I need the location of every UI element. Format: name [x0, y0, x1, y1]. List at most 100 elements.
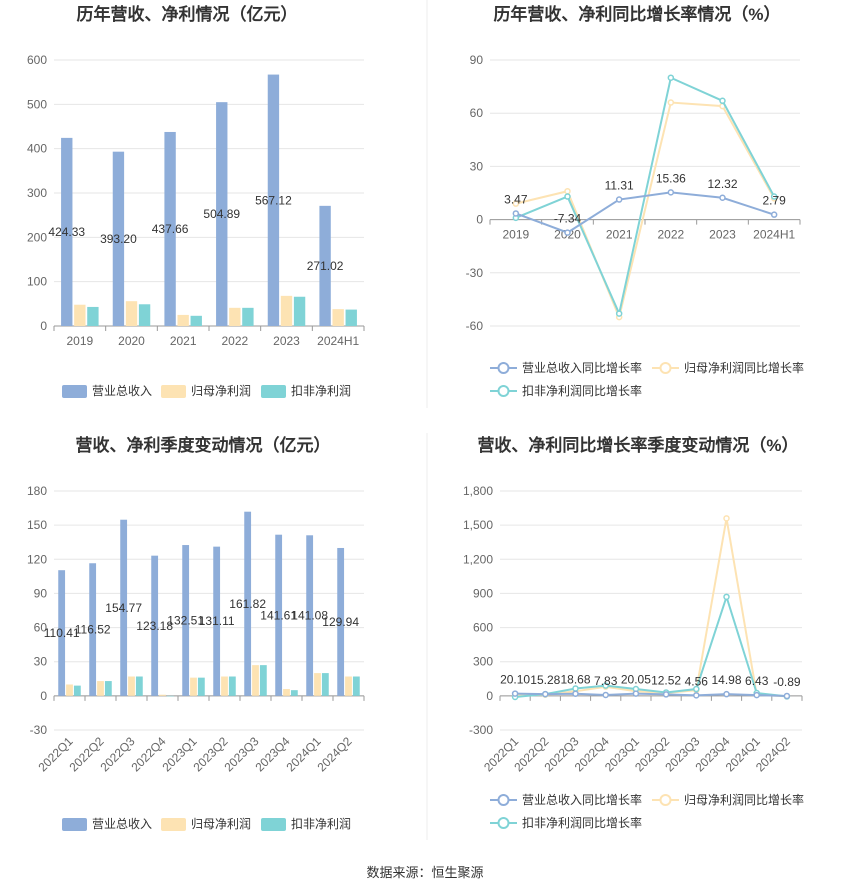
y-tick-label: 60 — [470, 106, 484, 120]
series-line-parent-profit-growth — [515, 518, 787, 698]
line-point — [572, 690, 579, 697]
legend-item[interactable]: 归母净利润 — [161, 384, 251, 398]
bar-nonrecurring-profit — [135, 676, 143, 696]
x-tick-label: 2024H1 — [317, 334, 359, 348]
bar-nonrecurring-profit — [138, 304, 151, 326]
legend-item[interactable]: 营业总收入同比增长率 — [490, 792, 642, 807]
bar-value-label: 141.61 — [260, 608, 297, 622]
line-value-label: 7.83 — [594, 674, 618, 688]
x-tick-label: 2022 — [657, 228, 684, 242]
bar-value-label: 129.94 — [322, 615, 359, 629]
line-value-label: 12.52 — [651, 673, 681, 687]
bar-revenue — [216, 102, 228, 326]
bar-revenue — [120, 519, 128, 696]
series-line-nonrecurring-profit-growth — [515, 593, 788, 698]
x-tick-label: 2024Q2 — [315, 734, 355, 774]
y-tick-label: -30 — [30, 723, 48, 737]
line-value-label: 20.05 — [621, 673, 651, 687]
bar-parent-profit — [280, 295, 293, 326]
x-tick-label: 2024Q2 — [753, 734, 793, 774]
line-point — [662, 691, 670, 698]
bar-revenue — [112, 151, 125, 326]
x-tick-label: 2021 — [606, 228, 633, 242]
y-tick-label: 120 — [27, 552, 47, 566]
y-tick-label: 1,500 — [463, 518, 493, 532]
x-tick-label: 2020 — [118, 334, 145, 348]
legend-item[interactable]: 归母净利润同比增长率 — [652, 360, 804, 375]
legend-item[interactable]: 扣非净利润同比增长率 — [490, 383, 642, 398]
bar-revenue — [244, 511, 252, 696]
bar-parent-profit — [252, 665, 259, 696]
y-tick-label: -30 — [466, 266, 484, 280]
y-tick-label: 0 — [40, 689, 47, 703]
quarterly-amounts-chart: 营收、净利季度变动情况（亿元）-3003060901201501802022Q1… — [27, 435, 365, 831]
line-value-label: 14.98 — [711, 673, 741, 687]
y-tick-label: 30 — [470, 159, 484, 173]
line-value-label: 3.47 — [504, 192, 528, 206]
y-tick-label: 90 — [34, 586, 48, 600]
x-tick-label: 2019 — [66, 334, 93, 348]
bar-revenue — [267, 74, 280, 326]
y-tick-label: -60 — [466, 319, 484, 333]
y-tick-label: 300 — [473, 655, 493, 669]
y-tick-label: 0 — [40, 319, 47, 333]
x-tick-label: 2024H1 — [753, 228, 795, 242]
line-point — [667, 99, 675, 106]
bar-parent-profit — [190, 677, 197, 696]
bar-nonrecurring-profit — [87, 306, 99, 326]
legend-swatch-marker — [497, 817, 510, 829]
legend-swatch-marker — [497, 362, 510, 374]
bar-parent-profit — [332, 309, 344, 326]
bar-value-label: 132.51 — [167, 613, 204, 627]
bar-revenue — [151, 555, 159, 696]
legend-label: 扣非净利润同比增长率 — [522, 815, 642, 830]
legend-item[interactable]: 扣非净利润 — [261, 817, 351, 831]
y-tick-label: 300 — [27, 186, 47, 200]
legend-item[interactable]: 归母净利润 — [161, 817, 251, 831]
bar-value-label: 567.12 — [255, 193, 292, 207]
legend-item[interactable]: 营业总收入 — [62, 817, 152, 831]
line-value-label: 2.79 — [762, 194, 786, 208]
legend-label: 营业总收入 — [92, 817, 152, 831]
bar-parent-profit — [125, 301, 138, 326]
bar-parent-profit — [221, 676, 228, 696]
bar-nonrecurring-profit — [197, 677, 205, 696]
legend-item[interactable]: 营业总收入 — [62, 384, 152, 398]
legend-swatch — [261, 818, 286, 831]
legend-label: 营业总收入同比增长率 — [522, 792, 642, 807]
bar-value-label: 131.11 — [199, 614, 235, 628]
legend-swatch — [62, 385, 87, 398]
line-value-label: 20.10 — [500, 673, 530, 687]
legend-item[interactable]: 营业总收入同比增长率 — [490, 360, 642, 375]
bar-parent-profit — [128, 676, 135, 696]
bar-nonrecurring-profit — [104, 681, 112, 696]
legend-item[interactable]: 扣非净利润 — [261, 384, 351, 398]
line-point — [512, 200, 520, 207]
line-point — [693, 685, 700, 693]
y-tick-label: 600 — [27, 53, 47, 67]
series-line-revenue-growth — [515, 191, 775, 234]
legend-item[interactable]: 扣非净利润同比增长率 — [490, 815, 642, 830]
bar-revenue — [89, 563, 97, 696]
legend-label: 扣非净利润同比增长率 — [522, 383, 642, 398]
legend-swatch — [261, 385, 286, 398]
x-tick-label: 2023 — [273, 334, 300, 348]
bar-parent-profit — [74, 304, 86, 326]
bar-value-label: 116.52 — [75, 623, 111, 637]
line-value-label: -7.34 — [554, 212, 582, 226]
y-tick-label: 500 — [27, 97, 47, 111]
bar-nonrecurring-profit — [228, 676, 236, 696]
annual-growth-chart: 历年营收、净利同比增长率情况（%）-60-3003060902019202020… — [466, 4, 804, 398]
bar-nonrecurring-profit — [293, 296, 306, 326]
y-tick-label: -300 — [469, 723, 493, 737]
line-value-label: 11.31 — [605, 179, 634, 193]
quarterly-amounts-title: 营收、净利季度变动情况（亿元） — [76, 435, 331, 455]
annual-amounts-chart: 历年营收、净利情况（亿元） 0 100 200 300 400 500 600 2019 2020… — [27, 4, 365, 398]
line-point — [667, 74, 675, 81]
line-point — [723, 690, 730, 698]
legend-item[interactable]: 归母净利润同比增长率 — [652, 792, 804, 807]
bar-revenue — [58, 570, 66, 696]
y-tick-label: 400 — [27, 142, 47, 156]
legend-label: 扣非净利润 — [291, 384, 351, 398]
